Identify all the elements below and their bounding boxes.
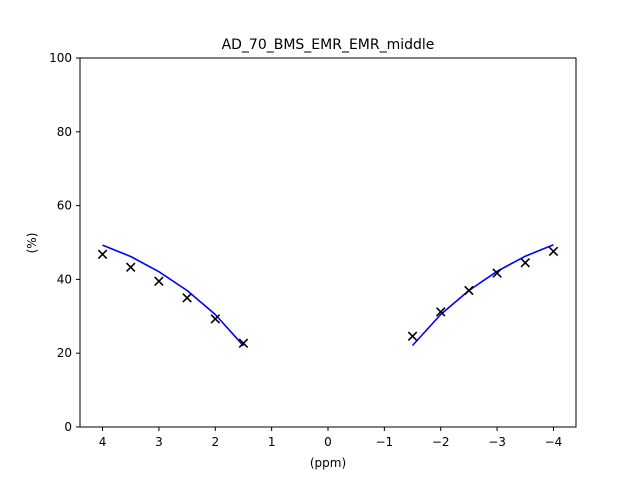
fit-line-segment: [102, 244, 245, 347]
data-point-marker: [238, 338, 249, 349]
x-axis-label: (ppm): [310, 456, 346, 470]
data-point-marker: [154, 276, 164, 287]
data-point-marker: [492, 268, 502, 278]
plot-area: [80, 58, 576, 427]
chart-title: AD_70_BMS_EMR_EMR_middle: [222, 37, 435, 53]
data-point-marker: [548, 246, 559, 257]
fit-line-segment: [411, 243, 554, 347]
y-axis-label: (%): [25, 233, 39, 254]
y-tick-label: 80: [57, 125, 72, 139]
x-tick-label: −2: [432, 435, 450, 449]
data-point-marker: [210, 314, 221, 324]
data-point-marker: [435, 307, 446, 317]
y-tick-label: 20: [57, 346, 72, 360]
markers-layer: [97, 246, 559, 349]
y-tick-label: 40: [57, 272, 72, 286]
data-point-marker: [464, 285, 474, 296]
y-axis-ticks: 0 20 40 60 80 100: [49, 51, 80, 434]
y-tick-label: 60: [57, 199, 72, 213]
lines-layer: [102, 243, 554, 347]
x-tick-label: −3: [488, 435, 506, 449]
x-tick-label: 1: [268, 435, 276, 449]
x-axis-ticks: 4 3 2 1 0 −1 −2 −3 −4: [99, 427, 563, 449]
x-tick-label: 3: [155, 435, 163, 449]
x-tick-label: −1: [376, 435, 394, 449]
x-tick-label: −4: [545, 435, 563, 449]
data-point-marker: [97, 249, 108, 260]
data-point-marker: [125, 262, 136, 272]
x-tick-label: 0: [324, 435, 332, 449]
data-point-marker: [182, 293, 192, 303]
data-point-marker: [407, 331, 418, 341]
data-point-marker: [520, 258, 531, 268]
x-tick-label: 4: [99, 435, 107, 449]
y-tick-label: 100: [49, 51, 72, 65]
y-tick-label: 0: [64, 420, 72, 434]
x-tick-label: 2: [211, 435, 219, 449]
